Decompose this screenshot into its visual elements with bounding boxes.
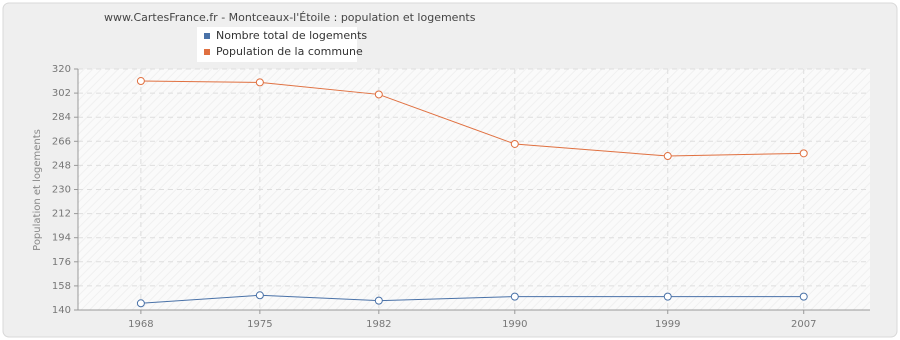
chart-title: www.CartesFrance.fr - Montceaux-l'Étoile… [104, 11, 476, 24]
y-tick-label: 248 [52, 160, 71, 171]
series-line [140, 80, 804, 157]
data-point [374, 90, 383, 99]
x-tick-label: 1999 [655, 319, 680, 330]
y-tick-label: 158 [52, 281, 71, 292]
data-point [799, 292, 808, 301]
legend-swatch [204, 33, 210, 39]
y-tick-label: 320 [52, 64, 71, 75]
data-point [136, 299, 145, 308]
data-point [510, 292, 519, 301]
x-tick-label: 1975 [247, 319, 272, 330]
y-axis-label: Population et logements [32, 129, 43, 251]
data-point [663, 152, 672, 161]
y-tick-label: 284 [52, 112, 71, 123]
y-tick-label: 302 [52, 88, 71, 99]
x-tick-label: 1982 [366, 319, 391, 330]
y-tick-label: 140 [52, 305, 71, 316]
legend-label: Population de la commune [216, 45, 363, 58]
data-point [799, 149, 808, 158]
data-point [255, 291, 264, 300]
x-tick-label: 2007 [791, 319, 816, 330]
y-tick-label: 230 [52, 185, 71, 196]
y-tick-label: 176 [52, 257, 71, 268]
x-tick-label: 1968 [128, 319, 153, 330]
legend-label: Nombre total de logements [216, 29, 367, 42]
data-point [374, 296, 383, 305]
legend-swatch [204, 49, 210, 55]
y-tick-label: 212 [52, 209, 71, 220]
data-point [510, 139, 519, 148]
data-point [136, 77, 145, 86]
legend [197, 27, 357, 62]
y-tick-label: 266 [52, 136, 71, 147]
y-tick-label: 194 [52, 233, 71, 244]
data-point [255, 78, 264, 87]
series-line [140, 294, 804, 304]
data-point [663, 292, 672, 301]
x-tick-label: 1990 [502, 319, 527, 330]
